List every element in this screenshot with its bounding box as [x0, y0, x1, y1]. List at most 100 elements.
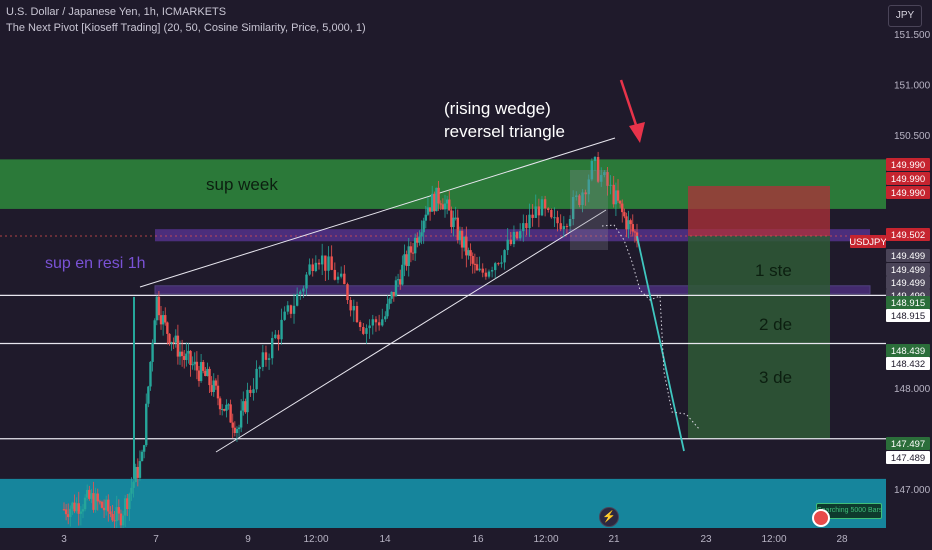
candle-body: [249, 389, 252, 394]
candle-body: [537, 206, 541, 216]
price-label: 148.439: [886, 344, 930, 357]
candle-body: [237, 427, 241, 430]
sup-resi-label: sup en resi 1h: [45, 255, 146, 272]
y-tick-label: 147.000: [894, 485, 931, 496]
highlight-box: [570, 170, 608, 250]
candle-body: [314, 262, 318, 272]
sup-resi-zone-low: [154, 285, 871, 295]
candle-body: [534, 206, 537, 218]
candle-body: [176, 335, 180, 357]
candle-body: [625, 216, 628, 230]
candle-body: [509, 239, 513, 245]
candle-body: [484, 272, 488, 277]
candle-body: [244, 401, 247, 413]
candle-body: [578, 195, 581, 206]
candle-body: [283, 311, 286, 320]
candle-body: [456, 217, 459, 240]
candle-body: [208, 368, 211, 386]
candle-body: [512, 231, 516, 245]
candle-body: [75, 503, 78, 512]
candle-body: [115, 507, 118, 522]
candle-body: [302, 288, 305, 292]
candle-body: [189, 350, 192, 365]
candle-body: [368, 325, 371, 329]
candle-body: [204, 370, 207, 377]
candle-body: [157, 296, 161, 316]
candle-body: [83, 497, 87, 510]
currency-button[interactable]: JPY: [888, 5, 922, 27]
price-label-bg: [886, 344, 930, 357]
candle-body: [553, 217, 556, 219]
candle-body: [478, 268, 481, 271]
candle-body: [193, 361, 196, 365]
candle-body: [170, 342, 173, 344]
candle-body: [416, 237, 419, 243]
time-axis: [0, 528, 886, 550]
flag-icon[interactable]: [812, 509, 830, 527]
candle-body: [223, 409, 226, 411]
price-label-text: 149.499: [891, 278, 925, 289]
candle-body: [147, 386, 150, 404]
candle-body: [358, 322, 362, 328]
projection-line: [636, 236, 685, 452]
candle-body: [73, 502, 76, 512]
candle-body: [467, 250, 470, 256]
candle-body: [183, 356, 186, 360]
pattern-label-1: (rising wedge): [444, 99, 551, 118]
candle-body: [77, 503, 80, 514]
candle-body: [92, 493, 95, 510]
x-tick-label: 28: [836, 534, 848, 545]
candle-body: [64, 509, 68, 515]
candle-body: [473, 263, 477, 265]
candle-body: [490, 270, 494, 272]
candle-body: [277, 334, 280, 340]
candle-body: [481, 268, 484, 273]
candle-body: [420, 232, 423, 237]
candle-body: [559, 223, 562, 230]
bolt-icon[interactable]: ⚡: [599, 507, 619, 527]
candle-body: [346, 284, 349, 301]
candle-body: [343, 273, 346, 285]
candle-body: [609, 184, 612, 186]
candle-body: [210, 385, 213, 393]
candle-body: [231, 422, 234, 428]
target-3-label: 3 de: [759, 368, 792, 387]
candle-body: [565, 226, 569, 228]
candle-body: [185, 353, 188, 360]
price-label-text: 147.489: [891, 453, 925, 464]
target-1-label: 1 ste: [755, 261, 792, 280]
candle-body: [258, 367, 261, 369]
price-label: 147.497: [886, 437, 930, 450]
candle-body: [128, 493, 131, 510]
candle-body: [330, 256, 333, 270]
candle-body: [308, 264, 311, 275]
candle-body: [616, 190, 620, 201]
candle-body: [126, 498, 129, 510]
candle-body: [187, 350, 190, 354]
candle-body: [202, 362, 205, 371]
candle-body: [371, 319, 374, 326]
candle-body: [113, 520, 116, 522]
candle-body: [469, 250, 472, 257]
candle-body: [289, 305, 293, 314]
candle-body: [96, 493, 99, 502]
candle-body: [324, 255, 327, 271]
candle-body: [123, 498, 127, 516]
x-tick-label: 3: [61, 534, 67, 545]
candle-body: [195, 361, 199, 371]
price-label: 148.915: [886, 296, 930, 309]
candle-body: [411, 252, 415, 254]
candle-body: [543, 199, 547, 209]
candle-body: [295, 294, 299, 306]
candle-body: [81, 509, 85, 512]
candle-body: [596, 157, 600, 182]
price-label-bg: [886, 357, 930, 370]
candle-body: [117, 507, 121, 514]
candle-body: [443, 203, 447, 210]
candle-body: [431, 193, 434, 212]
candle-body: [286, 305, 289, 312]
price-label-text: 148.439: [891, 346, 925, 357]
candle-body: [102, 507, 106, 511]
candle-body: [522, 223, 525, 232]
